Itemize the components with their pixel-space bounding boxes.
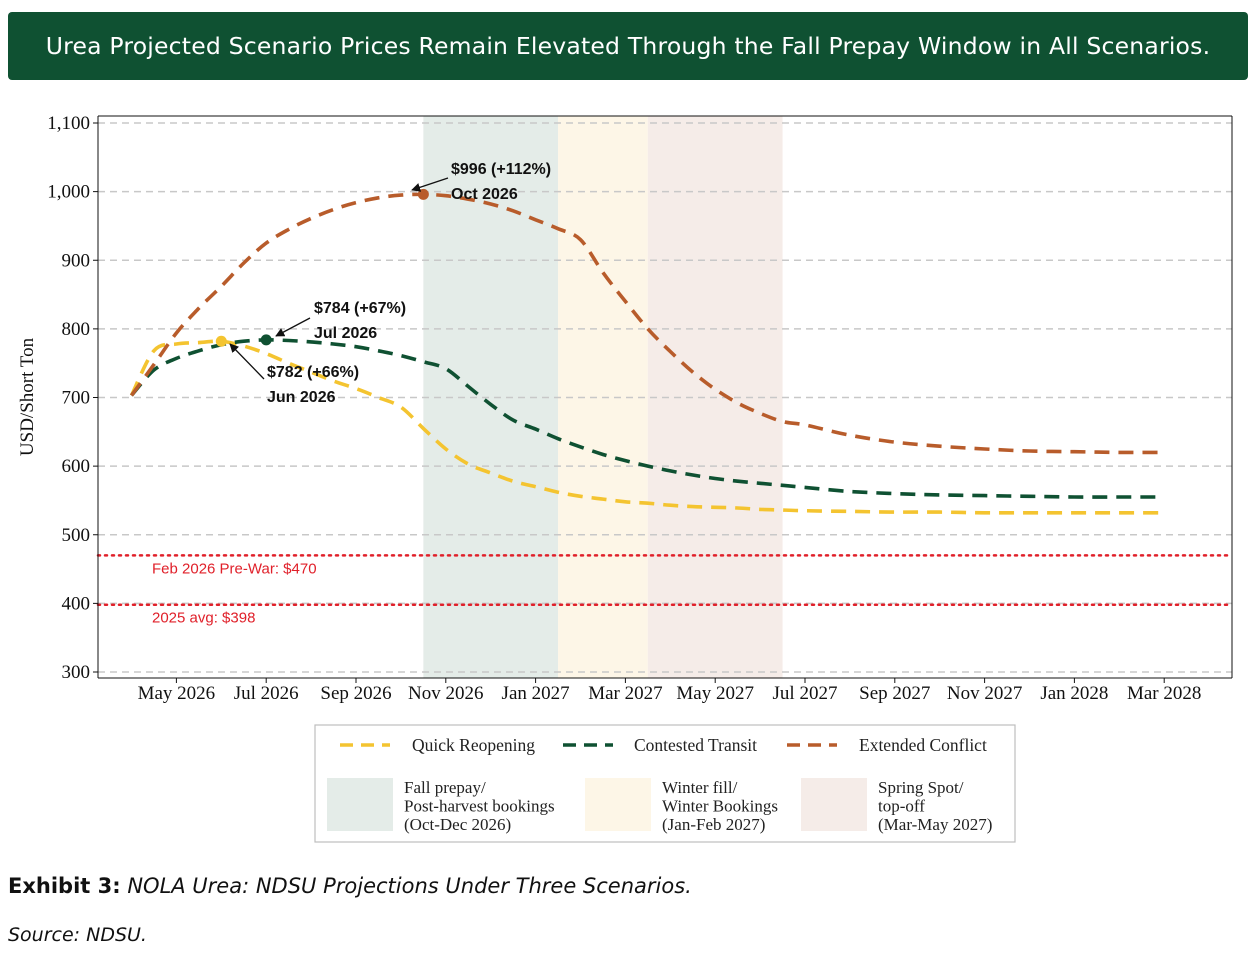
legend-band-label-2-line-3: (Jan-Feb 2027) [662, 815, 765, 834]
legend-band-label-3-line-1: Spring Spot/ [878, 778, 964, 797]
x-tick-label: Sep 2027 [859, 683, 930, 704]
y-tick-label: 300 [62, 662, 91, 683]
annotation-arrow [411, 177, 449, 192]
y-tick-label: 800 [62, 319, 91, 340]
reference-label-2: 2025 avg: $398 [152, 610, 255, 627]
reference-lines: Feb 2026 Pre-War: $470 2025 avg: $398 [96, 554, 1234, 627]
annotation-date: Jun 2026 [267, 389, 336, 406]
x-tick-label: Jan 2027 [502, 683, 570, 704]
x-tick-label: Nov 2026 [408, 683, 483, 704]
legend-band-swatch-2 [585, 778, 651, 831]
chart-title-banner: Urea Projected Scenario Prices Remain El… [8, 12, 1248, 80]
annotation-value: $784 (+67%) [314, 300, 406, 317]
reference-label-1: Feb 2026 Pre-War: $470 [152, 560, 317, 577]
legend-band-label-3-line-2: top-off [878, 797, 925, 816]
chart-svg: Feb 2026 Pre-War: $470 2025 avg: $398 300… [17, 113, 1234, 843]
x-tick-label: Mar 2027 [588, 683, 662, 704]
gridlines [98, 122, 1232, 673]
caption-label: Exhibit 3: [8, 874, 121, 898]
x-tick-label: Jul 2027 [773, 683, 838, 704]
y-tick-label: 900 [62, 250, 91, 271]
x-tick-label: May 2026 [138, 683, 216, 704]
legend-band-label-2-line-2: Winter Bookings [662, 797, 778, 816]
x-tick-label: Jan 2028 [1040, 683, 1108, 704]
legend-band-label-1-line-2: Post-harvest bookings [404, 797, 555, 816]
figure-caption: Exhibit 3: NOLA Urea: NDSU Projections U… [8, 874, 692, 898]
x-tick-label: Mar 2028 [1127, 683, 1201, 704]
legend-band-label-3-line-3: (Mar-May 2027) [878, 815, 992, 834]
annotation-arrow [275, 317, 311, 337]
legend-band-swatch-3 [801, 778, 867, 831]
peak-marker-contested-transit [260, 334, 272, 346]
legend-label-extended-conflict: Extended Conflict [859, 735, 987, 755]
annotation-value: $782 (+66%) [267, 364, 359, 381]
series-line-contested-transit [130, 338, 1165, 499]
y-tick-label: 600 [62, 456, 91, 477]
annotation-arrow [229, 343, 265, 380]
peak-marker-quick-reopening [215, 335, 227, 347]
x-tick-label: May 2027 [676, 683, 754, 704]
annotation-date: Oct 2026 [451, 186, 518, 203]
series-lines [129, 192, 1165, 515]
peak-marker-extended-conflict [417, 188, 429, 200]
legend-band-label-2-line-1: Winter fill/ [662, 778, 738, 797]
legend-band-label-1-line-3: (Oct-Dec 2026) [404, 815, 511, 834]
x-tick-label: Jul 2026 [234, 683, 299, 704]
series-line-quick-reopening [129, 339, 1165, 515]
annotation-value: $996 (+112%) [451, 161, 551, 178]
series-line-extended-conflict [130, 192, 1165, 455]
axes: 300 400 500 600 700 800 900 1,000 1,100 May 2026 J… [17, 113, 1233, 704]
legend-band-swatch-1 [327, 778, 393, 831]
annotation-date: Jul 2026 [314, 325, 377, 342]
y-tick-label: 500 [62, 525, 91, 546]
y-tick-label: 1,000 [47, 182, 90, 203]
y-tick-label: 1,100 [47, 113, 90, 134]
x-tick-label: Nov 2027 [947, 683, 1022, 704]
y-tick-label: 400 [62, 593, 91, 614]
annotations: $996 (+112%) Oct 2026 $784 (+67%) Jul 2026 $… [229, 161, 551, 406]
caption-text: NOLA Urea: NDSU Projections Under Three … [127, 874, 692, 898]
source-note: Source: NDSU. [8, 924, 147, 946]
legend: Quick Reopening Contested Transit Extended… [314, 724, 1016, 843]
y-tick-label: 700 [62, 388, 91, 409]
x-tick-label: Sep 2026 [320, 683, 391, 704]
legend-label-contested-transit: Contested Transit [634, 735, 757, 755]
legend-band-label-1-line-1: Fall prepay/ [404, 778, 486, 797]
chart-title: Urea Projected Scenario Prices Remain El… [45, 32, 1211, 60]
legend-label-quick-reopening: Quick Reopening [412, 735, 535, 755]
y-axis-title: USD/Short Ton [17, 337, 38, 456]
legend-box [314, 724, 1016, 843]
